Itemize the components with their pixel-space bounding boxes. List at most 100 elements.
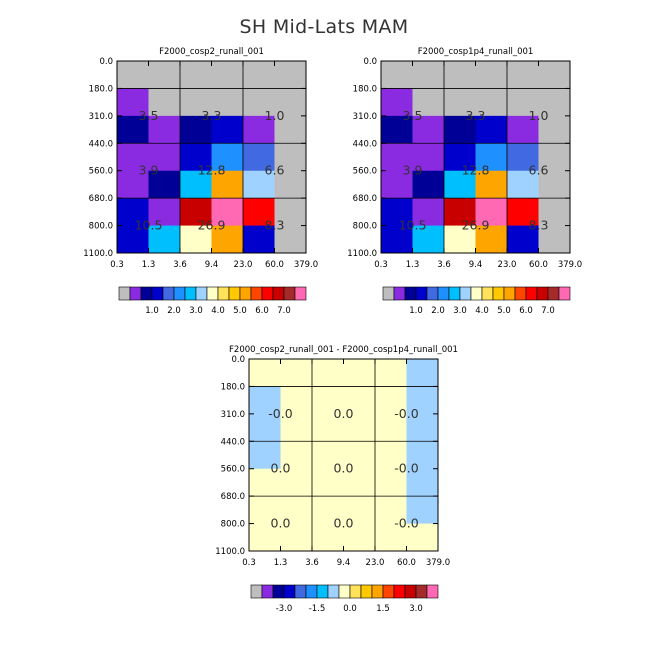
heatmap-cell	[180, 170, 212, 199]
x-tick-label: 9.4	[469, 260, 483, 270]
y-tick-label: 800.0	[221, 520, 245, 530]
colorbar-swatch	[316, 584, 329, 599]
x-tick-label: 1.3	[142, 260, 156, 270]
heatmap-cell	[312, 386, 344, 415]
total-label: -0.0	[394, 406, 418, 421]
heatmap-cell	[249, 468, 281, 497]
total-label: 3.9	[139, 163, 159, 178]
heatmap-cell	[381, 115, 413, 144]
heatmap-cell	[343, 441, 376, 470]
colorbar-label: 3.0	[453, 306, 467, 316]
heatmap-cell	[274, 225, 307, 254]
heatmap-cell	[249, 441, 281, 470]
heatmap-cell	[243, 143, 275, 172]
colorbar-label: 3.0	[189, 306, 203, 316]
heatmap-cell	[117, 225, 149, 254]
heatmap-cell	[148, 61, 181, 89]
heatmap-cell	[538, 88, 571, 117]
heatmap-cell	[249, 386, 281, 415]
colorbar-swatch	[404, 584, 417, 599]
colorbar-label: 6.0	[519, 306, 533, 316]
colorbar-swatch	[283, 584, 296, 599]
heatmap-cell	[211, 61, 244, 89]
total-label: -0.0	[394, 461, 418, 476]
colorbar-swatch	[382, 584, 395, 599]
heatmap-cell	[412, 225, 445, 254]
heatmap-cell	[507, 225, 539, 254]
heatmap-cell	[507, 61, 539, 89]
heatmap-cell	[312, 413, 344, 442]
x-tick-label: 9.4	[337, 558, 351, 568]
heatmap-cell	[343, 359, 376, 387]
heatmap-cell	[538, 61, 571, 89]
heatmap-cell	[406, 468, 439, 497]
colorbar-swatch	[360, 584, 373, 599]
heatmap-cell	[274, 88, 307, 117]
heatmap-cell	[312, 359, 344, 387]
heatmap-cell	[180, 88, 212, 117]
colorbar-swatch	[250, 584, 263, 599]
y-tick-label: 560.0	[353, 167, 377, 177]
heatmap-cell	[381, 198, 413, 226]
y-tick-label: 310.0	[221, 410, 245, 420]
colorbar-label: 1.5	[376, 604, 390, 614]
total-label: 8.3	[529, 218, 549, 233]
x-tick-label: 3.6	[173, 260, 187, 270]
heatmap-cell	[444, 170, 476, 199]
x-tick-label: 60.0	[529, 260, 548, 270]
heatmap-cell	[180, 61, 212, 89]
total-label: 1.0	[265, 108, 285, 123]
heatmap-cell	[148, 225, 181, 254]
y-tick-label: 440.0	[221, 437, 245, 447]
total-label: 3.5	[139, 108, 159, 123]
heatmap-cell	[381, 225, 413, 254]
colorbar-label: 2.0	[167, 306, 181, 316]
colorbar-label: -3.0	[276, 604, 293, 614]
heatmap-cell	[343, 496, 376, 524]
heatmap-cell	[180, 225, 212, 254]
total-label: 3.3	[466, 108, 486, 123]
y-tick-label: 680.0	[353, 194, 377, 204]
colorbar-label: 4.0	[475, 306, 489, 316]
heatmap-cell	[249, 413, 281, 442]
total-label: 10.5	[135, 218, 163, 233]
heatmap-cell	[538, 198, 571, 226]
heatmap-cell	[381, 88, 413, 117]
y-tick-label: 800.0	[89, 222, 113, 232]
x-tick-label: 0.3	[374, 260, 388, 270]
heatmap-cell	[117, 170, 149, 199]
heatmap-cell	[274, 198, 307, 226]
x-tick-label: 3.6	[437, 260, 451, 270]
heatmap-cell	[148, 143, 181, 172]
heatmap-cell	[507, 115, 539, 144]
y-tick-label: 180.0	[353, 84, 377, 94]
y-tick-label: 680.0	[89, 194, 113, 204]
colorbar-swatch	[294, 286, 307, 301]
heatmap-cell	[148, 115, 181, 144]
y-tick-label: 0.0	[231, 355, 245, 365]
y-tick-label: 310.0	[353, 112, 377, 122]
heatmap-cell	[375, 496, 407, 524]
heatmap-cell	[507, 198, 539, 226]
heatmap-cell	[211, 115, 244, 144]
heatmap-cell	[406, 441, 439, 470]
heatmap-cell	[375, 441, 407, 470]
heatmap-cell	[117, 88, 149, 117]
total-label: 6.6	[265, 163, 285, 178]
y-tick-label: 0.0	[99, 57, 113, 67]
total-label: 3.9	[403, 163, 423, 178]
heatmap-cell	[312, 441, 344, 470]
colorbar-label: 5.0	[497, 306, 511, 316]
heatmap-cell	[180, 143, 212, 172]
heatmap-cell	[343, 523, 376, 552]
heatmap-cell	[274, 143, 307, 172]
x-tick-label: 379.0	[558, 260, 582, 270]
colorbar-swatch	[426, 584, 439, 599]
heatmap-cell	[117, 143, 149, 172]
heatmap-cell	[280, 496, 313, 524]
x-tick-label: 1.3	[274, 558, 288, 568]
heatmap-cell	[180, 198, 212, 226]
y-tick-label: 440.0	[89, 139, 113, 149]
x-tick-label: 23.0	[498, 260, 517, 270]
x-tick-label: 3.6	[305, 558, 319, 568]
